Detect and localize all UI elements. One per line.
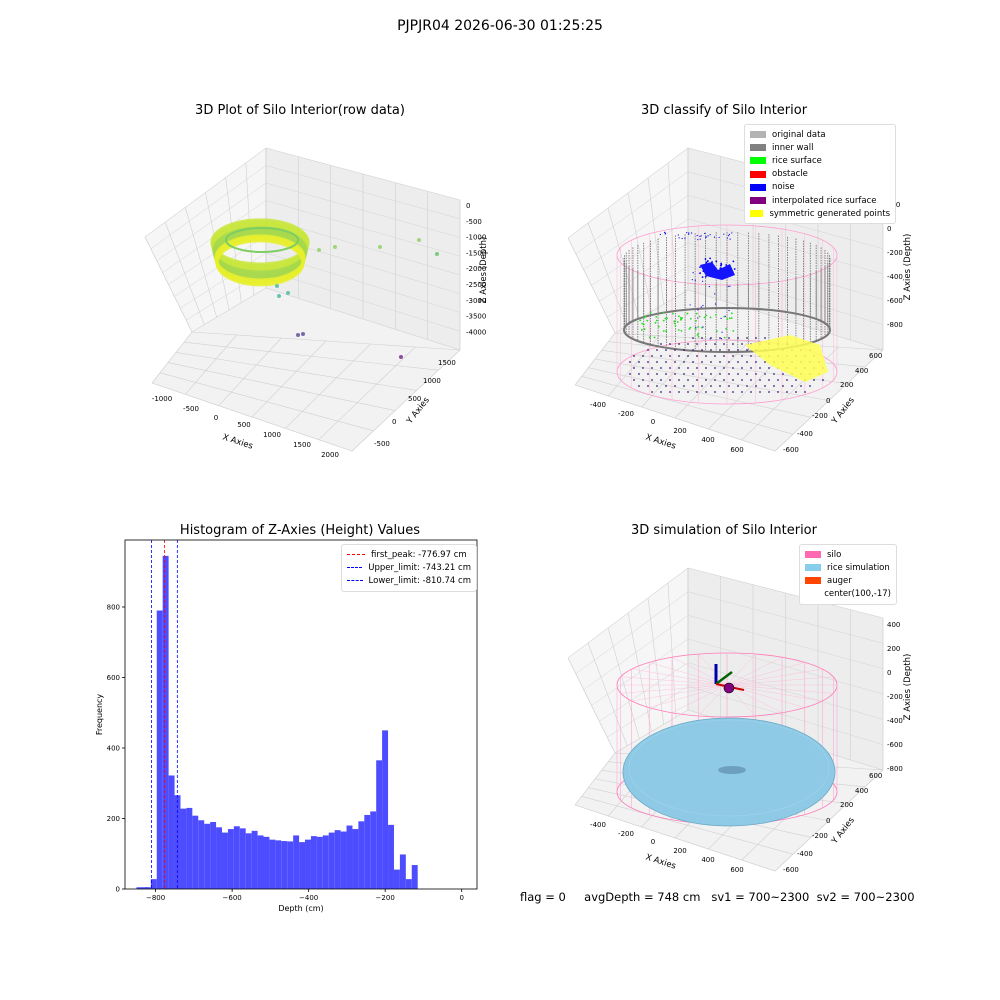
legend-label: first_peak: -776.97 cm — [371, 550, 467, 560]
legend-label: Upper_limit: -743.21 cm — [368, 563, 471, 573]
histogram-bar — [388, 825, 394, 889]
histogram-bar — [305, 840, 311, 889]
y-axis-label: Frequency — [95, 694, 104, 736]
histogram-bar — [382, 730, 388, 889]
histogram-bar — [335, 830, 341, 889]
y-tick-label: 200 — [107, 815, 120, 823]
legend-entry: silo — [805, 548, 891, 561]
histogram-bar — [364, 815, 370, 889]
histogram-bar — [299, 842, 305, 889]
legend-label: rice simulation — [827, 563, 890, 573]
legend-entry: auger — [805, 574, 891, 587]
legend-entry: center(100,-17) — [805, 588, 891, 601]
histogram-bar — [264, 837, 270, 889]
legend-swatch — [347, 580, 363, 581]
legend-label: Lower_limit: -810.74 cm — [369, 576, 471, 586]
legend-entry: rice simulation — [805, 561, 891, 574]
histogram-bar — [210, 822, 216, 889]
histogram-bar — [400, 854, 406, 889]
histogram-bar — [222, 833, 228, 889]
histogram-bar — [228, 829, 234, 889]
x-tick-label: −600 — [223, 894, 242, 902]
histogram-bar — [406, 879, 412, 889]
histogram-bar — [352, 829, 358, 889]
histogram-bar — [281, 841, 287, 889]
avg-depth-value: avgDepth = 748 cm — [584, 890, 700, 904]
histogram-bar — [258, 835, 264, 889]
histogram-bar — [329, 833, 335, 889]
x-tick-label: −800 — [146, 894, 165, 902]
legend-swatch — [805, 577, 821, 584]
histogram-bar — [287, 841, 293, 889]
legend-label: auger — [827, 576, 852, 586]
histogram-bar — [412, 865, 418, 889]
flag-value: flag = 0 — [520, 890, 566, 904]
legend-swatch — [805, 551, 821, 558]
histogram-bar — [204, 824, 210, 889]
y-tick-label: 400 — [107, 744, 120, 752]
legend-swatch — [347, 567, 362, 568]
histogram-bar — [311, 836, 317, 889]
y-tick-label: 600 — [107, 674, 120, 682]
legend-label: center(100,-17) — [824, 589, 891, 599]
x-axis-label: Depth (cm) — [278, 904, 323, 913]
histogram-bar — [252, 831, 258, 889]
status-line: flag = 0 avgDepth = 748 cm sv1 = 700~230… — [520, 890, 950, 904]
legend-entry: Upper_limit: -743.21 cm — [347, 561, 471, 574]
histogram-bar — [275, 840, 281, 889]
histogram-bar — [169, 775, 175, 889]
histogram-bar — [234, 826, 240, 889]
histogram-bar — [293, 835, 299, 889]
histogram-bar — [341, 832, 347, 889]
histogram-bar — [376, 760, 382, 889]
histogram-legend: first_peak: -776.97 cm Upper_limit: -743.… — [341, 544, 477, 592]
histogram-bar — [317, 837, 323, 889]
sv2-value: sv2 = 700~2300 — [817, 890, 915, 904]
histogram-bar — [323, 835, 329, 889]
histogram-bar — [180, 809, 186, 889]
y-tick-label: 800 — [107, 603, 120, 611]
histogram-bar — [394, 870, 400, 889]
histogram-bar — [216, 827, 222, 889]
x-tick-label: −400 — [299, 894, 318, 902]
sv1-value: sv1 = 700~2300 — [711, 890, 809, 904]
legend-swatch — [805, 564, 821, 571]
histogram-bar — [240, 828, 246, 889]
histogram-bar — [198, 820, 204, 889]
histogram-bar — [347, 826, 353, 889]
histogram-axes: −800 −600 −400 −200 0 0 200 400 600 800 Depth (cm)… — [95, 540, 477, 913]
legend-entry: Lower_limit: -810.74 cm — [347, 574, 471, 587]
legend-swatch — [347, 554, 365, 555]
panel4-legend: silo rice simulation auger center(100,-17) — [799, 544, 897, 605]
panel4-title: 3D simulation of Silo Interior — [574, 523, 874, 538]
histogram-bar — [269, 840, 275, 889]
histogram-bar — [163, 556, 169, 889]
legend-swatch — [805, 591, 818, 598]
histogram-bar — [186, 808, 192, 889]
x-tick-label: 0 — [459, 894, 463, 902]
x-tick-label: −200 — [376, 894, 395, 902]
histogram-bar — [157, 611, 163, 889]
histogram-bar — [246, 833, 252, 889]
y-tick-label: 0 — [116, 886, 120, 894]
histogram-bar — [370, 811, 376, 889]
legend-label: silo — [827, 550, 841, 560]
histogram-bar — [358, 821, 364, 889]
legend-entry: first_peak: -776.97 cm — [347, 548, 471, 561]
histogram-bar — [192, 816, 198, 889]
